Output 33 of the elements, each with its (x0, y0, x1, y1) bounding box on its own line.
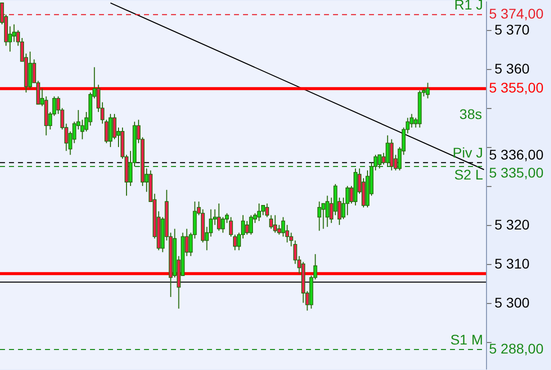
annotation: 38s (459, 106, 482, 122)
candlestick (317, 201, 322, 232)
candlestick (321, 202, 326, 230)
annotation: R1 J (454, 0, 483, 13)
candlestick (285, 224, 290, 243)
candlestick (257, 202, 261, 222)
y-tick-label: 5 360 (494, 60, 530, 77)
candlestick (386, 134, 390, 168)
y-tick-label: 5 370 (494, 22, 530, 38)
candlestick (28, 51, 32, 90)
ref-line-label: 5 335,00 (489, 164, 544, 181)
candlestick (216, 202, 221, 232)
ref-line-label: 5 355,00 (489, 80, 544, 96)
candlestick (426, 82, 430, 99)
candlestick (108, 113, 112, 148)
candlestick (325, 195, 330, 228)
candlestick (346, 185, 350, 216)
candlestick (273, 214, 278, 234)
ref-line-label: 5 336,00 (489, 146, 544, 163)
candlestick (378, 154, 382, 169)
candlestick (249, 214, 253, 236)
candlestick (390, 138, 394, 171)
candlestick (410, 113, 414, 128)
ref-line-label: 5 374,00 (489, 6, 544, 22)
y-tick-label: 5 300 (494, 294, 530, 310)
ref-line-label: 5 288,00 (489, 340, 544, 357)
candlestick (245, 220, 249, 236)
annotation: S1 M (450, 332, 483, 348)
annotation: S2 L (454, 166, 484, 183)
candlestick (220, 216, 225, 234)
y-tick-label: 5 310 (494, 255, 530, 272)
annotation: Piv J (452, 144, 483, 161)
y-tick-label: 5 320 (494, 216, 530, 232)
